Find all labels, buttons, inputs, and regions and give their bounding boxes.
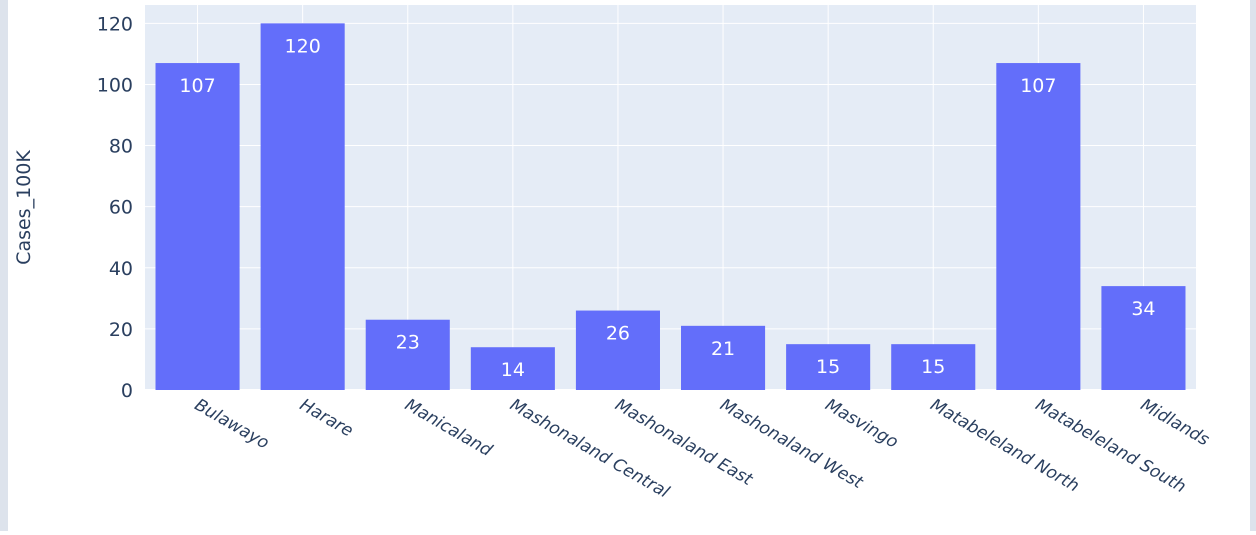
bar-value-label: 21 [711,338,735,360]
bar[interactable] [470,347,555,390]
bar-value-label: 15 [921,356,945,378]
x-tick-label: Manicaland [401,395,495,461]
bar-value-label: 120 [285,35,321,57]
bar-value-label: 34 [1131,298,1155,320]
y-tick-label: 80 [109,136,133,158]
y-tick-label: 120 [97,13,133,35]
y-axis-label: Cases_100K [13,150,35,265]
x-tick-label: Harare [296,395,356,441]
bar-value-label: 15 [816,356,840,378]
x-tick-label: Masvingo [822,395,902,453]
x-tick-label: Midlands [1137,395,1213,450]
y-tick-label: 60 [109,197,133,219]
bars: 107 120 23 14 26 21 15 15 107 34 [155,23,1186,391]
bar[interactable] [1101,286,1186,390]
bar[interactable] [786,344,871,390]
bar-value-label: 14 [501,359,525,381]
bar[interactable] [155,63,240,391]
bar-value-label: 107 [179,75,215,97]
y-tick-label: 40 [109,258,133,280]
bar[interactable] [260,23,345,390]
bar[interactable] [891,344,976,390]
y-tick-label: 0 [121,380,133,402]
bar-value-label: 26 [606,323,630,345]
x-tick-label: Bulawayo [191,395,272,454]
bar[interactable] [996,63,1081,391]
bar-value-label: 107 [1020,75,1056,97]
bar[interactable] [681,325,766,390]
bar[interactable] [365,319,450,390]
window-frame-left [0,0,8,531]
window-frame-right [1250,0,1256,531]
y-tick-label: 20 [109,319,133,341]
y-tick-label: 100 [97,74,133,96]
y-tick-labels: 0 20 40 60 80 100 120 [97,13,133,402]
bar[interactable] [575,310,660,390]
bar-value-label: 23 [396,332,420,354]
x-tick-labels: Bulawayo Harare Manicaland Mashonaland Cent… [191,395,1213,503]
